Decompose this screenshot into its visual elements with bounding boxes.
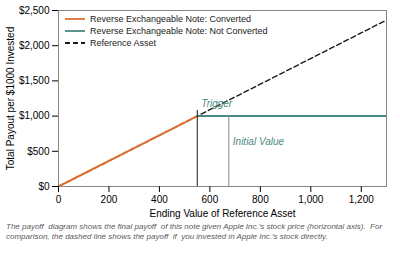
svg-text:$2,000: $2,000 bbox=[19, 40, 50, 51]
svg-text:$2,500: $2,500 bbox=[19, 5, 50, 16]
svg-text:$500: $500 bbox=[27, 146, 50, 157]
svg-text:$0: $0 bbox=[38, 181, 50, 192]
html-text:Reverse Exchangeable Note: Con: Reverse Exchangeable Note: Converted bbox=[90, 14, 252, 24]
svg-text:0: 0 bbox=[56, 194, 62, 205]
svg-text:1,000: 1,000 bbox=[298, 194, 323, 205]
html-text:Reference Asset: Reference Asset bbox=[90, 38, 156, 48]
svg-text:Initial Value: Initial Value bbox=[233, 136, 285, 147]
html-text:The payoff diagram shows the f: The payoff diagram shows the final payof… bbox=[6, 222, 383, 241]
svg-text:600: 600 bbox=[202, 194, 219, 205]
html-text:Reverse Exchangeable Note: Not: Reverse Exchangeable Note: Not Converted bbox=[90, 26, 268, 36]
svg-text:$1,500: $1,500 bbox=[19, 75, 50, 86]
svg-text:$1,000: $1,000 bbox=[19, 110, 50, 121]
svg-text:200: 200 bbox=[101, 194, 118, 205]
svg-text:1,200: 1,200 bbox=[349, 194, 374, 205]
svg-text:Ending Value of Reference Asse: Ending Value of Reference Asset bbox=[149, 208, 295, 219]
svg-text:Total Payout per $1000 Investe: Total Payout per $1000 Invested bbox=[5, 27, 16, 170]
svg-text:800: 800 bbox=[252, 194, 269, 205]
svg-text:Trigger: Trigger bbox=[201, 98, 233, 109]
svg-text:400: 400 bbox=[151, 194, 168, 205]
